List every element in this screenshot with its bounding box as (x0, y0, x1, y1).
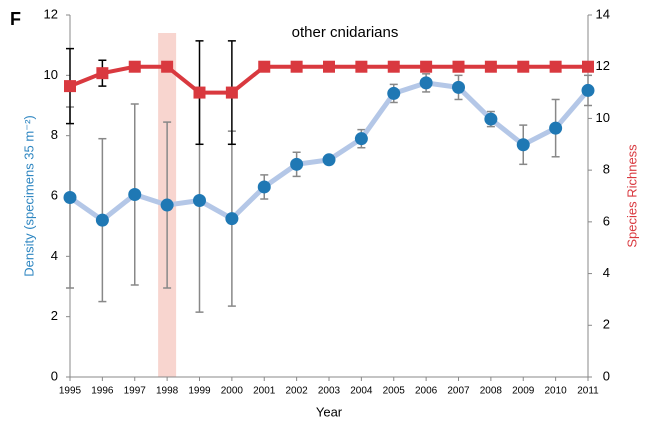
y2-tick-label: 8 (603, 162, 610, 177)
marker (225, 212, 239, 226)
x-tick-label: 1995 (59, 386, 82, 397)
x-tick-label: 2011 (577, 386, 599, 397)
marker (516, 138, 530, 152)
x-tick-label: 1998 (156, 386, 179, 397)
marker (96, 67, 109, 80)
marker (128, 187, 142, 201)
y-tick-label: 10 (44, 67, 58, 82)
marker (419, 76, 433, 90)
y-tick-label: 12 (44, 6, 58, 21)
x-tick-label: 2003 (318, 386, 341, 397)
marker (323, 60, 335, 73)
x-tick-label: 2004 (350, 386, 373, 397)
y2-tick-label: 6 (603, 213, 610, 228)
y-tick-label: 8 (51, 127, 58, 142)
marker (387, 60, 400, 73)
series-line (68, 80, 590, 224)
y-tick-label: 0 (51, 368, 58, 383)
x-tick-label: 1996 (91, 386, 114, 397)
marker (517, 60, 530, 73)
y2-tick-label: 10 (596, 110, 610, 125)
x-tick-label: 2009 (512, 386, 535, 397)
y2-tick-label: 0 (603, 368, 610, 383)
x-tick-label: 2002 (286, 386, 309, 397)
x-tick-label: 1999 (188, 386, 211, 397)
y-tick-label: 4 (51, 248, 58, 263)
marker (452, 80, 465, 94)
y2-tick-label: 2 (603, 317, 610, 332)
marker (484, 60, 497, 73)
marker (128, 60, 141, 73)
x-tick-label: 2007 (447, 386, 470, 397)
y2-tick-label: 12 (596, 58, 610, 73)
x-tick-label: 1997 (124, 386, 147, 397)
marker (193, 194, 206, 208)
marker (160, 198, 174, 212)
x-tick-label: 2006 (415, 386, 438, 397)
x-tick-label: 2005 (383, 386, 406, 397)
marker (581, 83, 595, 97)
marker (355, 60, 368, 73)
marker (290, 157, 304, 171)
x-tick-label: 2000 (221, 386, 244, 397)
marker (452, 60, 465, 73)
marker (549, 60, 562, 73)
y-tick-label: 2 (51, 308, 58, 323)
marker (290, 60, 303, 73)
marker (161, 60, 174, 73)
marker (64, 80, 76, 93)
marker (95, 213, 109, 227)
marker (387, 86, 401, 100)
marker (63, 191, 77, 205)
y-axis-label: Density (specimens 35 m⁻²) (21, 115, 36, 276)
y2-axis-label: Species Richness (624, 144, 639, 248)
y2-tick-label: 4 (603, 265, 610, 280)
marker (193, 86, 206, 99)
marker (322, 153, 336, 167)
marker (420, 60, 433, 73)
x-tick-label: 2008 (480, 386, 503, 397)
marker (225, 86, 238, 99)
marker (582, 60, 594, 73)
y-tick-label: 6 (51, 187, 58, 202)
marker (484, 112, 498, 126)
marker (258, 60, 271, 73)
marker (257, 180, 271, 194)
marker (549, 121, 563, 135)
y2-tick-label: 14 (596, 6, 610, 21)
x-tick-label: 2001 (253, 386, 276, 397)
chart-title: other cnidarians (292, 24, 399, 41)
x-tick-label: 2010 (545, 386, 568, 397)
marker (354, 132, 368, 146)
panel-label: F (10, 9, 21, 29)
x-axis-label: Year (316, 404, 343, 419)
